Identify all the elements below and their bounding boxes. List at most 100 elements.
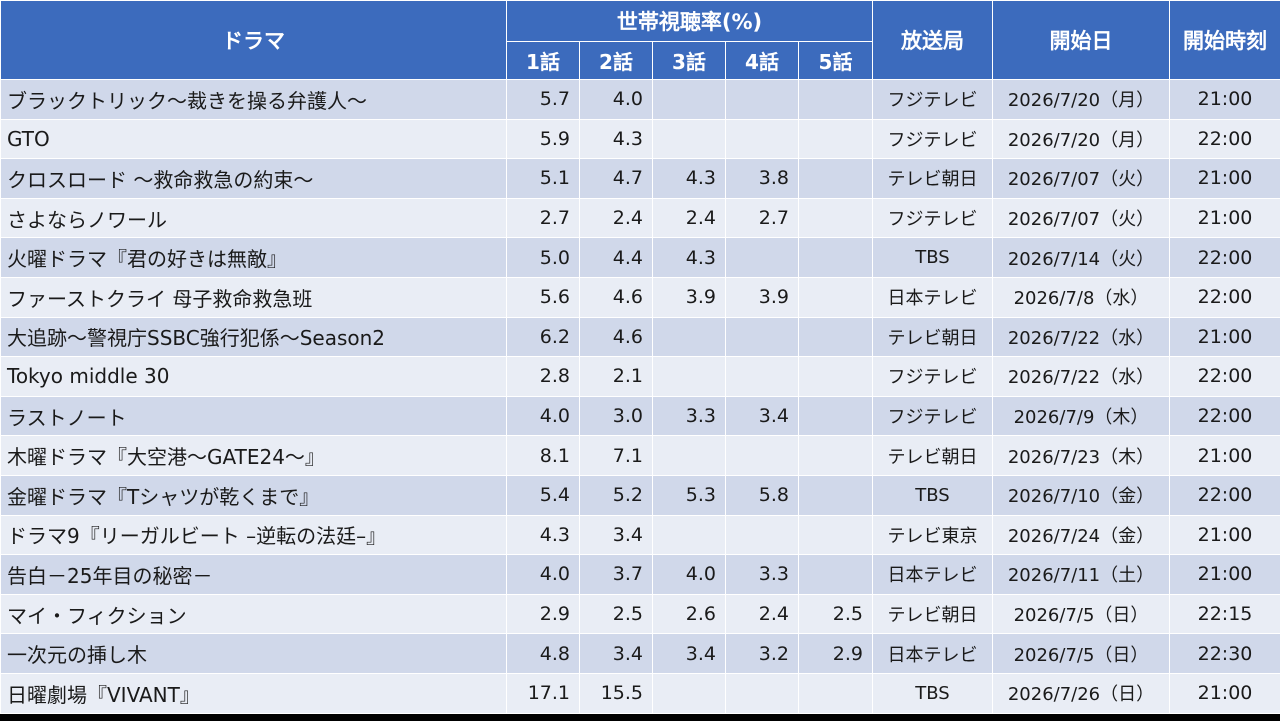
episode-3-rating-cell: 3.3 xyxy=(652,395,726,437)
episode-5-rating-cell xyxy=(798,554,873,595)
table-row: Tokyo middle 30 2.8 2.1 フジテレビ 2026/7/22（水） 22… xyxy=(0,356,1280,397)
episode-2-rating-cell: 3.4 xyxy=(579,514,653,556)
episode-1-rating-cell: 5.7 xyxy=(506,79,580,120)
table-body: ブラックトリック〜裁きを操る弁護人〜 5.7 4.0 フジテレビ 2026/7/20（月… xyxy=(0,79,1280,714)
station-cell: TBS xyxy=(872,474,993,516)
start-date-cell: 2026/7/14（火） xyxy=(992,237,1170,278)
table-row: GTO 5.9 4.3 フジテレビ 2026/7/20（月） 22:00 xyxy=(0,118,1280,160)
episode-4-rating-cell: 2.4 xyxy=(725,593,799,635)
episode-3-rating-cell xyxy=(652,118,726,160)
start-time-cell: 21:00 xyxy=(1169,158,1280,199)
drama-title-cell: ドラマ9『リーガルビート –逆転の法廷–』 xyxy=(0,514,507,556)
episode-2-rating-cell: 4.6 xyxy=(579,316,653,358)
start-date-cell: 2026/7/5（日） xyxy=(992,633,1170,674)
station-cell: フジテレビ xyxy=(872,356,993,397)
episode-4-rating-cell: 3.8 xyxy=(725,158,799,199)
table-row: クロスロード 〜救命救急の約束〜 5.1 4.7 4.3 3.8 テレビ朝日 2026/7/… xyxy=(0,158,1280,199)
episode-4-rating-cell xyxy=(725,316,799,358)
drama-title-cell: 一次元の挿し木 xyxy=(0,633,507,674)
start-date-cell: 2026/7/10（金） xyxy=(992,474,1170,516)
episode-3-rating-cell: 4.3 xyxy=(652,237,726,278)
episode-5-rating-cell xyxy=(798,118,873,160)
episode-5-rating-cell xyxy=(798,79,873,120)
episode-1-rating-cell: 4.0 xyxy=(506,395,580,437)
start-date-cell: 2026/7/11（土） xyxy=(992,554,1170,595)
episode-5-rating-cell xyxy=(798,356,873,397)
start-time-cell: 21:00 xyxy=(1169,316,1280,358)
episode-2-rating-cell: 5.2 xyxy=(579,474,653,516)
episode-3-rating-cell: 3.9 xyxy=(652,276,726,318)
station-cell: フジテレビ xyxy=(872,197,993,239)
table-row: 火曜ドラマ『君の好きは無敵』 5.0 4.4 4.3 TBS 2026/7/14（火） 22… xyxy=(0,237,1280,278)
episode-1-header: 1話 xyxy=(506,41,580,80)
drama-title-cell: ラストノート xyxy=(0,395,507,437)
table-row: 木曜ドラマ『大空港〜GATE24〜』 8.1 7.1 テレビ朝日 2026/7/23（木… xyxy=(0,435,1280,476)
drama-title-cell: 火曜ドラマ『君の好きは無敵』 xyxy=(0,237,507,278)
start-date-cell: 2026/7/23（木） xyxy=(992,435,1170,476)
episode-1-rating-cell: 5.1 xyxy=(506,158,580,199)
station-cell: フジテレビ xyxy=(872,395,993,437)
episode-5-header: 5話 xyxy=(798,41,873,80)
table-row: 日曜劇場『VIVANT』 17.1 15.5 TBS 2026/7/26（日） 21:00 xyxy=(0,672,1280,714)
episode-3-rating-cell: 3.4 xyxy=(652,633,726,674)
station-cell: テレビ東京 xyxy=(872,514,993,556)
episode-5-rating-cell: 2.5 xyxy=(798,593,873,635)
start-date-cell: 2026/7/22（水） xyxy=(992,316,1170,358)
start-time-cell: 21:00 xyxy=(1169,197,1280,239)
episode-3-rating-cell: 2.6 xyxy=(652,593,726,635)
episode-3-rating-cell xyxy=(652,672,726,714)
episode-3-rating-cell: 5.3 xyxy=(652,474,726,516)
table-row: ブラックトリック〜裁きを操る弁護人〜 5.7 4.0 フジテレビ 2026/7/20（月… xyxy=(0,79,1280,120)
station-cell: テレビ朝日 xyxy=(872,316,993,358)
start-date-header: 開始日 xyxy=(992,0,1170,80)
start-time-header: 開始時刻 xyxy=(1169,0,1280,80)
episode-3-rating-cell xyxy=(652,316,726,358)
episode-4-rating-cell xyxy=(725,514,799,556)
station-cell: フジテレビ xyxy=(872,79,993,120)
episode-5-rating-cell xyxy=(798,237,873,278)
episode-1-rating-cell: 6.2 xyxy=(506,316,580,358)
episode-3-rating-cell xyxy=(652,435,726,476)
episode-4-rating-cell xyxy=(725,79,799,120)
episode-5-rating-cell xyxy=(798,395,873,437)
episode-4-rating-cell: 3.9 xyxy=(725,276,799,318)
episode-3-rating-cell: 2.4 xyxy=(652,197,726,239)
episode-1-rating-cell: 17.1 xyxy=(506,672,580,714)
episode-5-rating-cell: 2.9 xyxy=(798,633,873,674)
episode-1-rating-cell: 4.0 xyxy=(506,554,580,595)
episode-4-rating-cell: 5.8 xyxy=(725,474,799,516)
start-date-cell: 2026/7/07（火） xyxy=(992,197,1170,239)
episode-4-rating-cell: 3.3 xyxy=(725,554,799,595)
episode-4-rating-cell xyxy=(725,356,799,397)
start-date-cell: 2026/7/07（火） xyxy=(992,158,1170,199)
drama-title-cell: クロスロード 〜救命救急の約束〜 xyxy=(0,158,507,199)
episode-5-rating-cell xyxy=(798,514,873,556)
station-cell: 日本テレビ xyxy=(872,633,993,674)
start-time-cell: 21:00 xyxy=(1169,79,1280,120)
episode-5-rating-cell xyxy=(798,158,873,199)
table-row: 告白－25年目の秘密－ 4.0 3.7 4.0 3.3 日本テレビ 2026/7/11（土）… xyxy=(0,554,1280,595)
episode-1-rating-cell: 2.9 xyxy=(506,593,580,635)
start-time-cell: 22:00 xyxy=(1169,237,1280,278)
episode-5-rating-cell xyxy=(798,276,873,318)
drama-title-cell: GTO xyxy=(0,118,507,160)
episode-4-rating-cell xyxy=(725,435,799,476)
episode-2-rating-cell: 3.0 xyxy=(579,395,653,437)
episode-4-rating-cell: 3.4 xyxy=(725,395,799,437)
episode-1-rating-cell: 5.4 xyxy=(506,474,580,516)
station-cell: 日本テレビ xyxy=(872,554,993,595)
episode-3-rating-cell: 4.0 xyxy=(652,554,726,595)
station-cell: TBS xyxy=(872,672,993,714)
drama-title-cell: マイ・フィクション xyxy=(0,593,507,635)
start-date-cell: 2026/7/20（月） xyxy=(992,118,1170,160)
station-cell: 日本テレビ xyxy=(872,276,993,318)
episode-4-rating-cell: 3.2 xyxy=(725,633,799,674)
start-date-cell: 2026/7/20（月） xyxy=(992,79,1170,120)
episode-5-rating-cell xyxy=(798,197,873,239)
episode-2-rating-cell: 4.0 xyxy=(579,79,653,120)
episode-2-rating-cell: 3.7 xyxy=(579,554,653,595)
episode-4-rating-cell xyxy=(725,237,799,278)
episode-3-rating-cell xyxy=(652,79,726,120)
station-cell: TBS xyxy=(872,237,993,278)
episode-1-rating-cell: 4.3 xyxy=(506,514,580,556)
